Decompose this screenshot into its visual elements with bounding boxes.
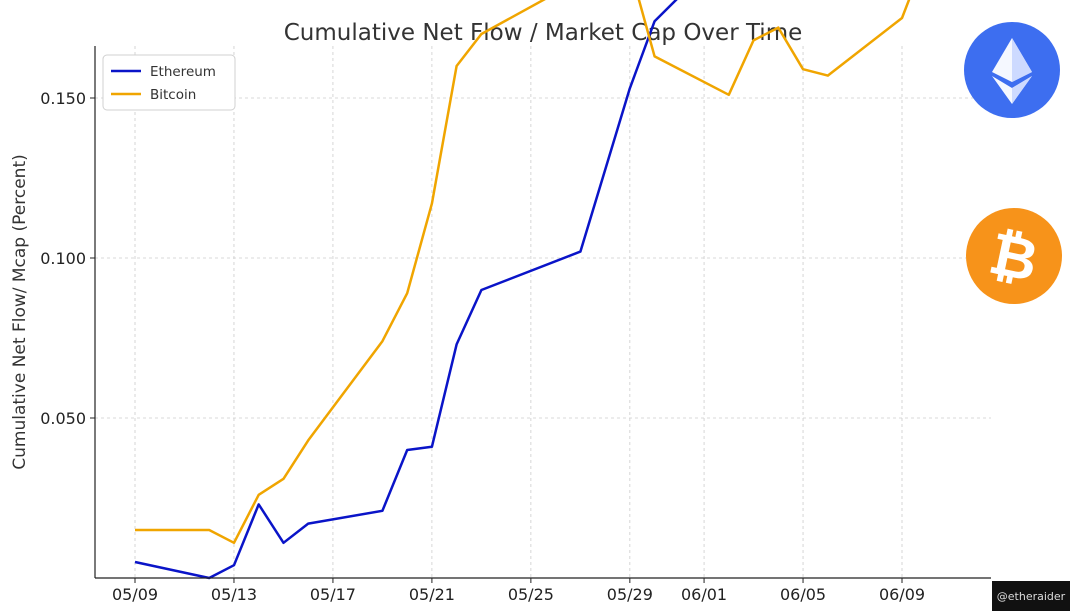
bitcoin-logo-icon: ₿ [966,208,1062,304]
chart-title: Cumulative Net Flow / Market Cap Over Ti… [284,20,803,46]
y-tick-label: 0.050 [40,409,86,428]
grid [95,46,991,578]
legend: Ethereum Bitcoin [102,54,236,111]
x-tick-label: 05/21 [409,585,455,604]
x-tick-label: 06/01 [681,585,727,604]
legend-label-bitcoin: Bitcoin [150,87,196,103]
x-tick-label: 05/25 [508,585,554,604]
x-tick-label: 05/29 [607,585,653,604]
series-line-ethereum [134,0,678,580]
x-tick-label: 05/13 [211,585,257,604]
plot-frame [95,46,991,578]
series-line-bitcoin [135,0,911,545]
ethereum-logo-icon [964,22,1060,118]
plot-area [94,0,991,580]
series-lines [134,0,911,580]
y-axis-label: Cumulative Net Flow/ Mcap (Percent) [10,154,30,469]
y-tick-label: 0.100 [40,249,86,268]
x-tick-label: 05/09 [112,585,158,604]
x-tick-label: 06/05 [780,585,826,604]
y-tick-label: 0.150 [40,89,86,108]
watermark-credit: @etheraider [992,581,1070,611]
x-tick-label: 06/09 [879,585,925,604]
x-tick-label: 05/17 [310,585,356,604]
legend-box [102,54,236,111]
legend-label-ethereum: Ethereum [150,64,216,80]
x-axis-ticks: 05/09 05/13 05/17 05/21 05/25 05/29 06/01 06/05… [112,578,925,604]
